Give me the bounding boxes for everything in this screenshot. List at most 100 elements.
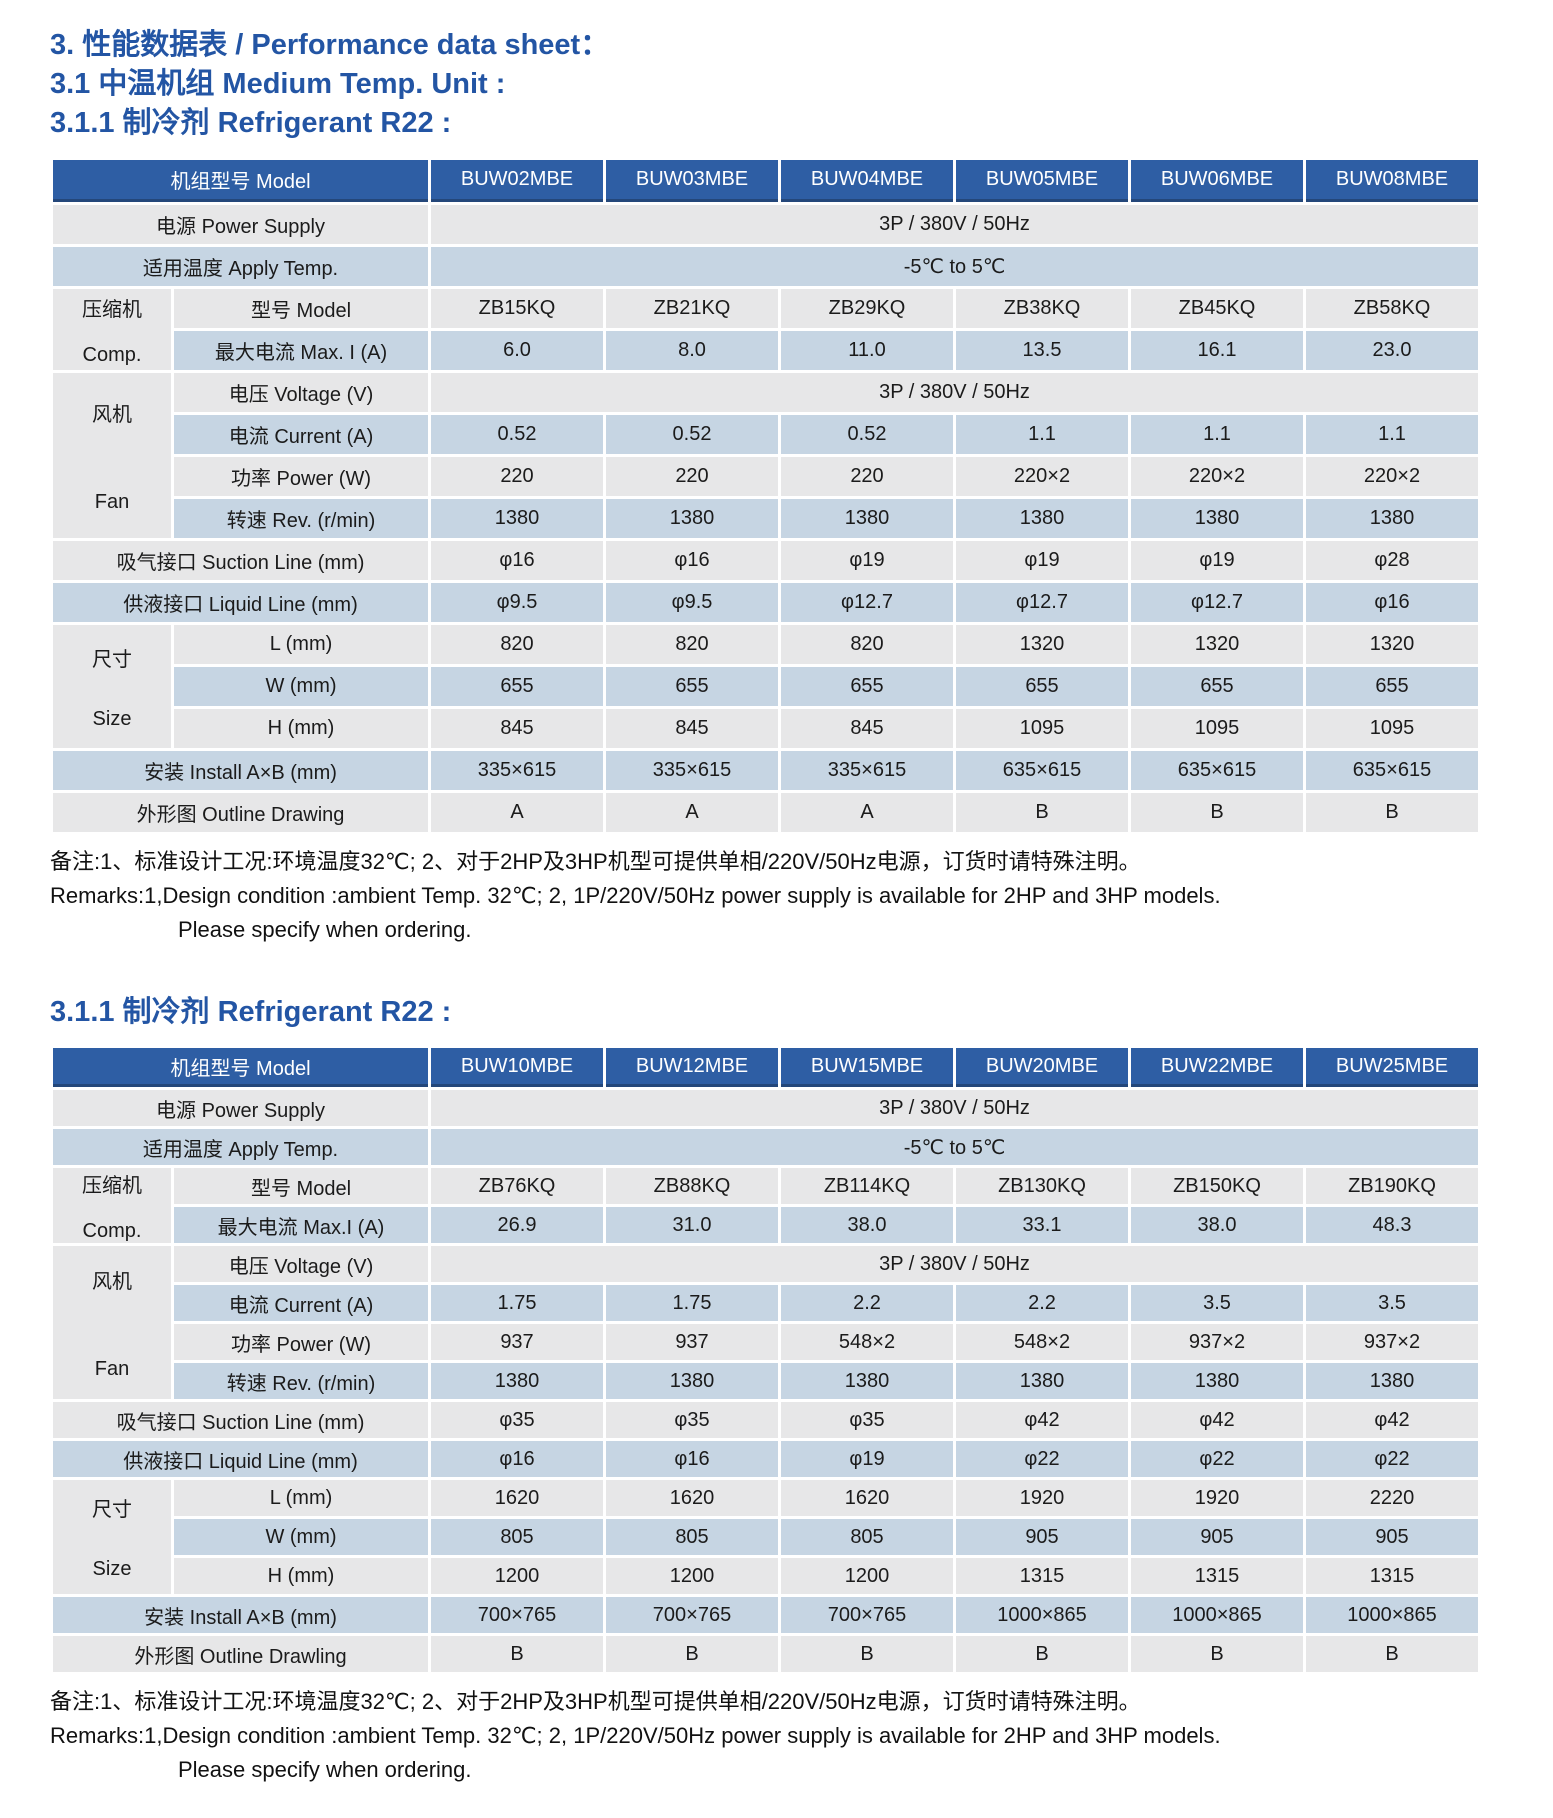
cell: 335×615 <box>431 751 603 790</box>
table-row: 供液接口 Liquid Line (mm) φ16 φ16 φ19 φ22 φ2… <box>53 1441 1478 1477</box>
cell: φ35 <box>781 1402 953 1438</box>
cell: 635×615 <box>1306 751 1478 790</box>
cell: 1380 <box>1131 499 1303 538</box>
cell: 335×615 <box>781 751 953 790</box>
cell: φ16 <box>606 1441 778 1477</box>
table-row: 功率 Power (W) 937 937 548×2 548×2 937×2 9… <box>53 1324 1478 1360</box>
cell: 2.2 <box>956 1285 1128 1321</box>
cell: φ42 <box>956 1402 1128 1438</box>
cell: ZB38KQ <box>956 289 1128 328</box>
cell: φ42 <box>1131 1402 1303 1438</box>
group-label-zh: 风机 <box>92 1270 132 1293</box>
cell: 845 <box>781 709 953 748</box>
group-label-size: 尺寸 Size <box>53 1480 171 1594</box>
cell: 937×2 <box>1306 1324 1478 1360</box>
row-label: 型号 Model <box>174 289 428 328</box>
group-label-zh: 风机 <box>92 403 132 426</box>
cell: 3P / 380V / 50Hz <box>431 1090 1478 1126</box>
row-label: 最大电流 Max. I (A) <box>174 331 428 370</box>
group-label-zh: 压缩机 <box>82 1174 142 1197</box>
group-label-en: Comp. <box>82 343 142 366</box>
cell: φ12.7 <box>956 583 1128 622</box>
column-header: BUW03MBE <box>606 160 778 202</box>
table-row: 转速 Rev. (r/min) 1380 1380 1380 1380 1380… <box>53 1363 1478 1399</box>
cell: 845 <box>431 709 603 748</box>
remark-line-en: Remarks:1,Design condition :ambient Temp… <box>50 883 1221 908</box>
cell: -5℃ to 5℃ <box>431 1129 1478 1165</box>
table-row: W (mm) 805 805 805 905 905 905 <box>53 1519 1478 1555</box>
table-row: 供液接口 Liquid Line (mm) φ9.5 φ9.5 φ12.7 φ1… <box>53 583 1478 622</box>
table-row: 最大电流 Max.I (A) 26.9 31.0 38.0 33.1 38.0 … <box>53 1207 1478 1243</box>
page-title: 3. 性能数据表 / Performance data sheet： <box>50 29 610 61</box>
cell: 1315 <box>1131 1558 1303 1594</box>
cell: 220×2 <box>1306 457 1478 496</box>
cell: 1620 <box>606 1480 778 1516</box>
row-label: 吸气接口 Suction Line (mm) <box>53 1402 428 1438</box>
cell: 1380 <box>1306 499 1478 538</box>
remarks-block-1: 备注:1、标准设计工况:环境温度32℃; 2、对于2HP及3HP机型可提供单相/… <box>50 845 1483 947</box>
cell: 805 <box>606 1519 778 1555</box>
row-label: 电源 Power Supply <box>53 205 428 244</box>
group-label-fan: 风机 Fan <box>53 1246 171 1399</box>
cell: 700×765 <box>431 1597 603 1633</box>
cell: 220×2 <box>956 457 1128 496</box>
cell: 3P / 380V / 50Hz <box>431 373 1478 412</box>
table-row: 安装 Install A×B (mm) 335×615 335×615 335×… <box>53 751 1478 790</box>
row-label: L (mm) <box>174 1480 428 1516</box>
cell: 1380 <box>1131 1363 1303 1399</box>
cell: B <box>956 793 1128 832</box>
cell: 1.1 <box>1131 415 1303 454</box>
cell: 655 <box>1131 667 1303 706</box>
cell: A <box>781 793 953 832</box>
row-label: 适用温度 Apply Temp. <box>53 1129 428 1165</box>
cell: 635×615 <box>1131 751 1303 790</box>
cell: ZB76KQ <box>431 1168 603 1204</box>
table-row: 吸气接口 Suction Line (mm) φ35 φ35 φ35 φ42 φ… <box>53 1402 1478 1438</box>
cell: φ22 <box>956 1441 1128 1477</box>
table-row: 最大电流 Max. I (A) 6.0 8.0 11.0 13.5 16.1 2… <box>53 331 1478 370</box>
cell: 700×765 <box>606 1597 778 1633</box>
cell: 8.0 <box>606 331 778 370</box>
page-subtitle: 3.1 中温机组 Medium Temp. Unit : <box>50 68 506 100</box>
column-header-model: 机组型号 Model <box>53 1048 428 1087</box>
cell: ZB130KQ <box>956 1168 1128 1204</box>
cell: ZB190KQ <box>1306 1168 1478 1204</box>
cell: ZB45KQ <box>1131 289 1303 328</box>
table-row: 适用温度 Apply Temp. -5℃ to 5℃ <box>53 247 1478 286</box>
cell: 38.0 <box>781 1207 953 1243</box>
cell: φ16 <box>1306 583 1478 622</box>
cell: 3.5 <box>1131 1285 1303 1321</box>
cell: φ9.5 <box>431 583 603 622</box>
cell: B <box>1306 793 1478 832</box>
cell: 0.52 <box>781 415 953 454</box>
row-label: 电源 Power Supply <box>53 1090 428 1126</box>
group-label-fan: 风机 Fan <box>53 373 171 538</box>
row-label: 功率 Power (W) <box>174 457 428 496</box>
column-header: BUW06MBE <box>1131 160 1303 202</box>
cell: 3P / 380V / 50Hz <box>431 1246 1478 1282</box>
column-header: BUW02MBE <box>431 160 603 202</box>
cell: 655 <box>956 667 1128 706</box>
cell: φ19 <box>781 541 953 580</box>
cell: B <box>781 1636 953 1672</box>
table-row: 外形图 Outline Drawling B B B B B B <box>53 1636 1478 1672</box>
row-label: 供液接口 Liquid Line (mm) <box>53 1441 428 1477</box>
cell: ZB88KQ <box>606 1168 778 1204</box>
cell: B <box>431 1636 603 1672</box>
row-label: 转速 Rev. (r/min) <box>174 1363 428 1399</box>
table-header-row: 机组型号 Model BUW02MBE BUW03MBE BUW04MBE BU… <box>53 160 1478 202</box>
cell: φ35 <box>606 1402 778 1438</box>
remark-line-en: Remarks:1,Design condition :ambient Temp… <box>50 1723 1221 1748</box>
table-row: 适用温度 Apply Temp. -5℃ to 5℃ <box>53 1129 1478 1165</box>
remark-line-en2: Please specify when ordering. <box>178 1757 472 1782</box>
row-label: W (mm) <box>174 1519 428 1555</box>
remark-line-en2: Please specify when ordering. <box>178 917 472 942</box>
group-label-zh: 尺寸 <box>92 648 132 671</box>
cell: φ16 <box>431 541 603 580</box>
column-header: BUW12MBE <box>606 1048 778 1087</box>
performance-table-2: 机组型号 Model BUW10MBE BUW12MBE BUW15MBE BU… <box>50 1045 1481 1675</box>
cell: 3.5 <box>1306 1285 1478 1321</box>
cell: A <box>431 793 603 832</box>
cell: 820 <box>431 625 603 664</box>
cell: 1380 <box>956 1363 1128 1399</box>
